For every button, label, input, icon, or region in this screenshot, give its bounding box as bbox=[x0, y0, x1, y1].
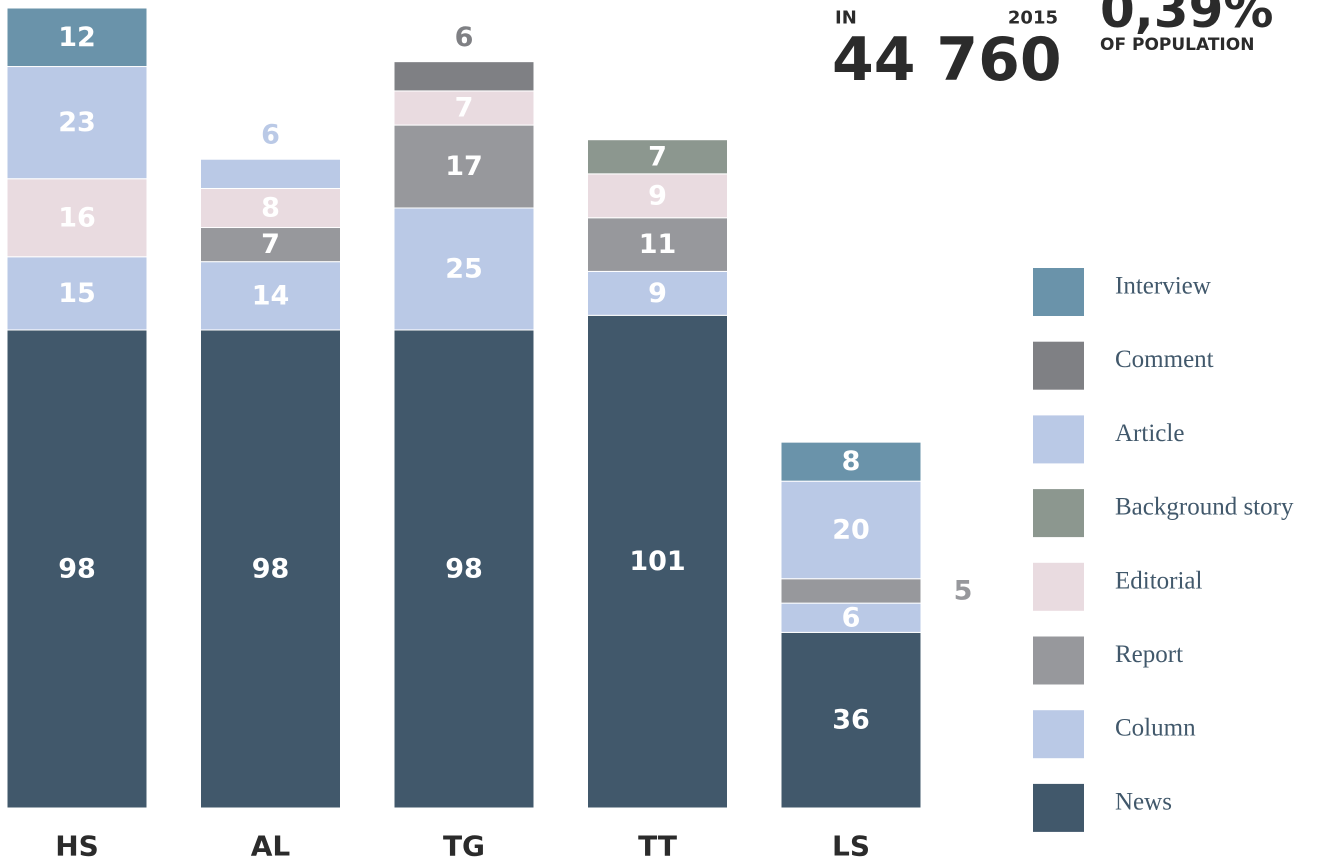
data-label: 17 bbox=[445, 151, 483, 182]
bar-segment bbox=[587, 314, 728, 809]
data-label: 9 bbox=[648, 180, 667, 211]
x-tick-label: TG bbox=[443, 830, 485, 861]
bar-segment bbox=[780, 480, 922, 580]
legend-swatch bbox=[1033, 783, 1084, 832]
data-label: 101 bbox=[629, 546, 685, 577]
data-label: 98 bbox=[445, 553, 483, 584]
data-label: 20 bbox=[832, 514, 870, 545]
legend-label: News bbox=[1115, 788, 1172, 815]
x-tick-label: LS bbox=[832, 830, 870, 861]
bar-segment bbox=[587, 139, 728, 175]
bar-segment bbox=[200, 227, 341, 263]
bar-segment bbox=[6, 178, 148, 258]
legend-label: Article bbox=[1115, 420, 1184, 447]
data-label: 98 bbox=[58, 553, 96, 584]
bar-segment bbox=[780, 631, 922, 809]
data-label: 7 bbox=[455, 93, 474, 124]
data-label: 8 bbox=[842, 446, 861, 477]
bar-segment bbox=[6, 329, 148, 809]
data-label: 7 bbox=[261, 229, 280, 260]
data-label: 9 bbox=[648, 278, 667, 309]
data-label: 15 bbox=[58, 278, 96, 309]
data-label: 12 bbox=[58, 22, 96, 53]
bar-segment bbox=[6, 256, 148, 331]
bar-segment bbox=[587, 270, 728, 316]
annotation: OF POPULATION bbox=[1100, 35, 1254, 55]
data-label: 14 bbox=[252, 280, 290, 311]
legend-label: Background story bbox=[1115, 494, 1294, 521]
annotation: 0,39% bbox=[1100, 0, 1273, 39]
bar-segment bbox=[780, 441, 922, 482]
data-label: 16 bbox=[58, 202, 96, 233]
x-tick-label: HS bbox=[55, 830, 99, 861]
annotation: IN bbox=[835, 8, 857, 29]
legend-label: Report bbox=[1115, 641, 1183, 668]
x-tick-label: AL bbox=[251, 830, 291, 861]
legend-label: Column bbox=[1115, 715, 1196, 742]
bar-segment bbox=[200, 187, 341, 229]
bar-segment bbox=[587, 217, 728, 272]
annotation: 2015 bbox=[1008, 8, 1058, 29]
data-label: 23 bbox=[58, 107, 96, 138]
data-label: 6 bbox=[842, 602, 861, 633]
annotation: 44 760 bbox=[832, 25, 1062, 95]
data-label: 7 bbox=[648, 141, 667, 172]
data-label: 11 bbox=[639, 229, 677, 260]
bar-segment bbox=[780, 578, 922, 604]
data-label: 6 bbox=[455, 22, 474, 53]
data-label: 36 bbox=[832, 705, 870, 736]
legend-label: Editorial bbox=[1115, 567, 1203, 594]
bar-segment bbox=[200, 158, 341, 189]
bar-segment bbox=[393, 124, 535, 209]
bar-segment bbox=[393, 90, 535, 126]
legend-swatch bbox=[1033, 710, 1084, 759]
legend-swatch bbox=[1033, 562, 1084, 611]
bar-segment bbox=[587, 173, 728, 219]
legend-label: Interview bbox=[1115, 273, 1211, 300]
legend-swatch bbox=[1033, 636, 1084, 685]
data-label: 6 bbox=[261, 120, 280, 151]
bar-segment bbox=[393, 61, 535, 92]
data-label: 25 bbox=[445, 253, 483, 284]
data-label: 98 bbox=[252, 553, 290, 584]
bar-segment bbox=[393, 329, 535, 809]
data-label: 8 bbox=[261, 193, 280, 224]
legend-swatch bbox=[1033, 341, 1084, 390]
bar-segment bbox=[200, 261, 341, 331]
legend-swatch bbox=[1033, 489, 1084, 538]
x-tick-label: TT bbox=[638, 830, 677, 861]
bar-segment bbox=[6, 7, 148, 68]
legend-swatch bbox=[1033, 415, 1084, 464]
legend-swatch bbox=[1033, 268, 1084, 316]
legend-label: Comment bbox=[1115, 346, 1214, 373]
bar-segment bbox=[780, 602, 922, 633]
bar-segment bbox=[6, 66, 148, 180]
data-label: 5 bbox=[954, 575, 973, 606]
